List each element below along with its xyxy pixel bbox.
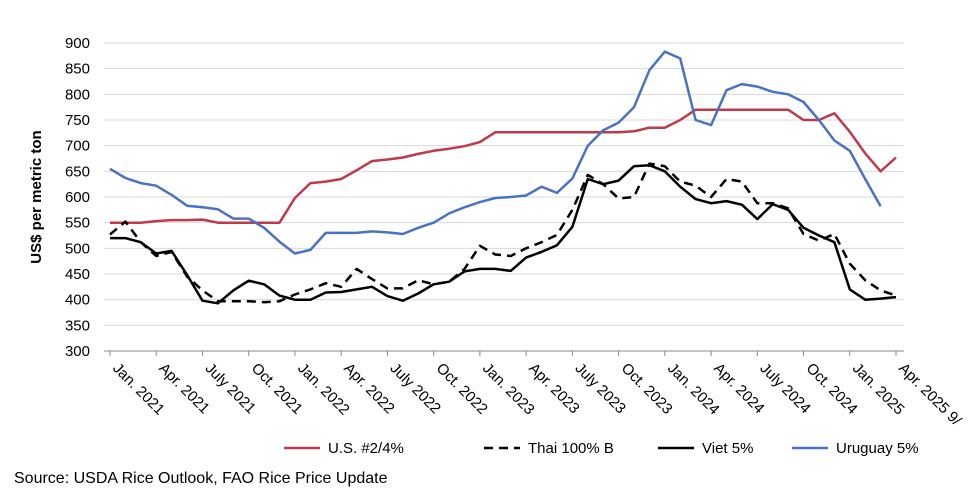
- y-tick-label: 650: [65, 163, 90, 180]
- series-line-1: [109, 162, 897, 304]
- y-tick-label: 350: [65, 317, 90, 334]
- y-tick-label: 800: [65, 86, 90, 103]
- y-axis-label: US$ per metric ton: [28, 130, 45, 263]
- legend-label-3: Uruguay 5%: [836, 440, 919, 457]
- y-tick-label: 300: [65, 343, 90, 360]
- series-line-2: [110, 163, 897, 305]
- y-tick-label: 450: [65, 266, 90, 283]
- x-tick-label: Apr. 2025 9/: [895, 360, 965, 430]
- y-tick-label: 900: [65, 35, 90, 52]
- legend-label-1: Thai 100% B: [528, 440, 614, 457]
- series-line-3: [109, 50, 882, 255]
- y-tick-label: 400: [65, 292, 90, 309]
- y-tick-label: 550: [65, 215, 90, 232]
- legend-label-2: Viet 5%: [702, 440, 753, 457]
- y-tick-label: 700: [65, 138, 90, 155]
- legend-label-0: U.S. #2/4%: [328, 440, 404, 457]
- y-tick-label: 500: [65, 240, 90, 257]
- gridlines: [104, 42, 904, 326]
- y-tick-label: 600: [65, 189, 90, 206]
- legend: U.S. #2/4% Thai 100% B Viet 5% Uruguay 5%: [284, 440, 919, 457]
- y-tick-label: 850: [65, 61, 90, 78]
- series-lines: [109, 50, 897, 305]
- source-note: Source: USDA Rice Outlook, FAO Rice Pric…: [14, 470, 388, 487]
- y-tick-label: 750: [65, 112, 90, 129]
- series-line-0: [110, 108, 897, 224]
- y-axis-ticks: 300 350 400 450 500 550 600 650 700 750 800 850 900: [65, 35, 90, 360]
